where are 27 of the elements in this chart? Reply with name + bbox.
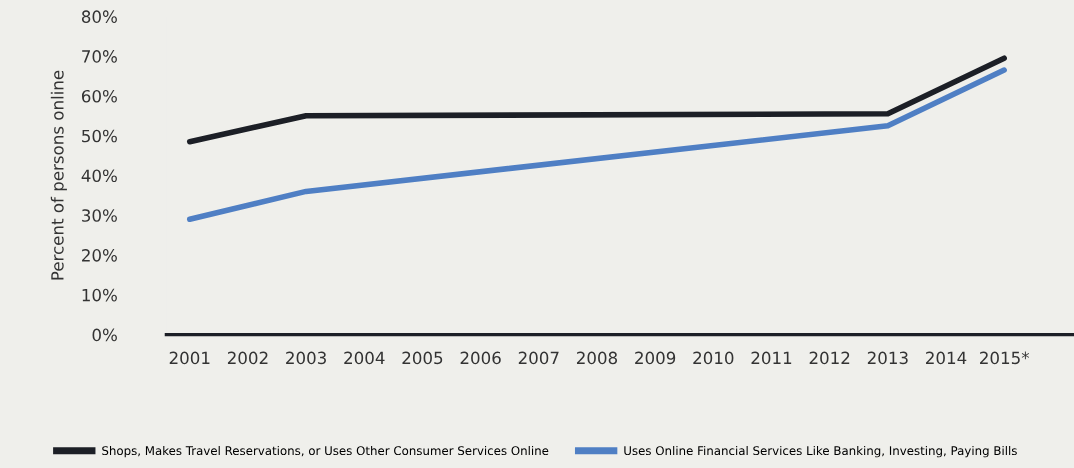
y-tick-label: 60% <box>81 89 117 103</box>
y-tick-label: 70% <box>82 50 117 63</box>
x-tick-label: 2004 <box>344 351 385 365</box>
y-tick-label: 30% <box>82 209 117 222</box>
x-tick-label: 2001 <box>169 351 210 365</box>
x-tick-label: 2012 <box>809 351 850 365</box>
x-tick-label: 2008 <box>576 351 618 365</box>
y-tick-label: 10% <box>82 288 117 302</box>
y-tick-label: 0% <box>92 328 117 342</box>
x-tick-label: 2003 <box>286 351 326 365</box>
y-tick-label: 40% <box>81 169 117 183</box>
x-tick-label: 2015* <box>980 351 1030 365</box>
x-tick-label: 2013 <box>867 351 908 365</box>
legend-label: Shops, Makes Travel Reservations, or Uses Other Consumer Services Online <box>102 445 549 458</box>
y-axis-title: Percent of persons online <box>50 70 67 280</box>
legend-label: Uses Online Financial Services Like Banking, Investing, Paying Bills <box>624 445 1017 458</box>
x-tick-label: 2010 <box>693 351 734 365</box>
y-tick-label: 50% <box>82 129 117 143</box>
x-tick-label: 2011 <box>751 351 792 365</box>
x-tick-label: 2007 <box>518 351 559 365</box>
x-tick-label: 2014 <box>926 351 967 365</box>
x-tick-label: 2002 <box>227 351 268 365</box>
y-tick-label: 80% <box>81 10 117 23</box>
y-tick-label: 20% <box>82 249 117 262</box>
x-tick-label: 2005 <box>402 351 443 365</box>
x-tick-label: 2009 <box>635 351 676 365</box>
x-tick-label: 2006 <box>460 351 501 365</box>
